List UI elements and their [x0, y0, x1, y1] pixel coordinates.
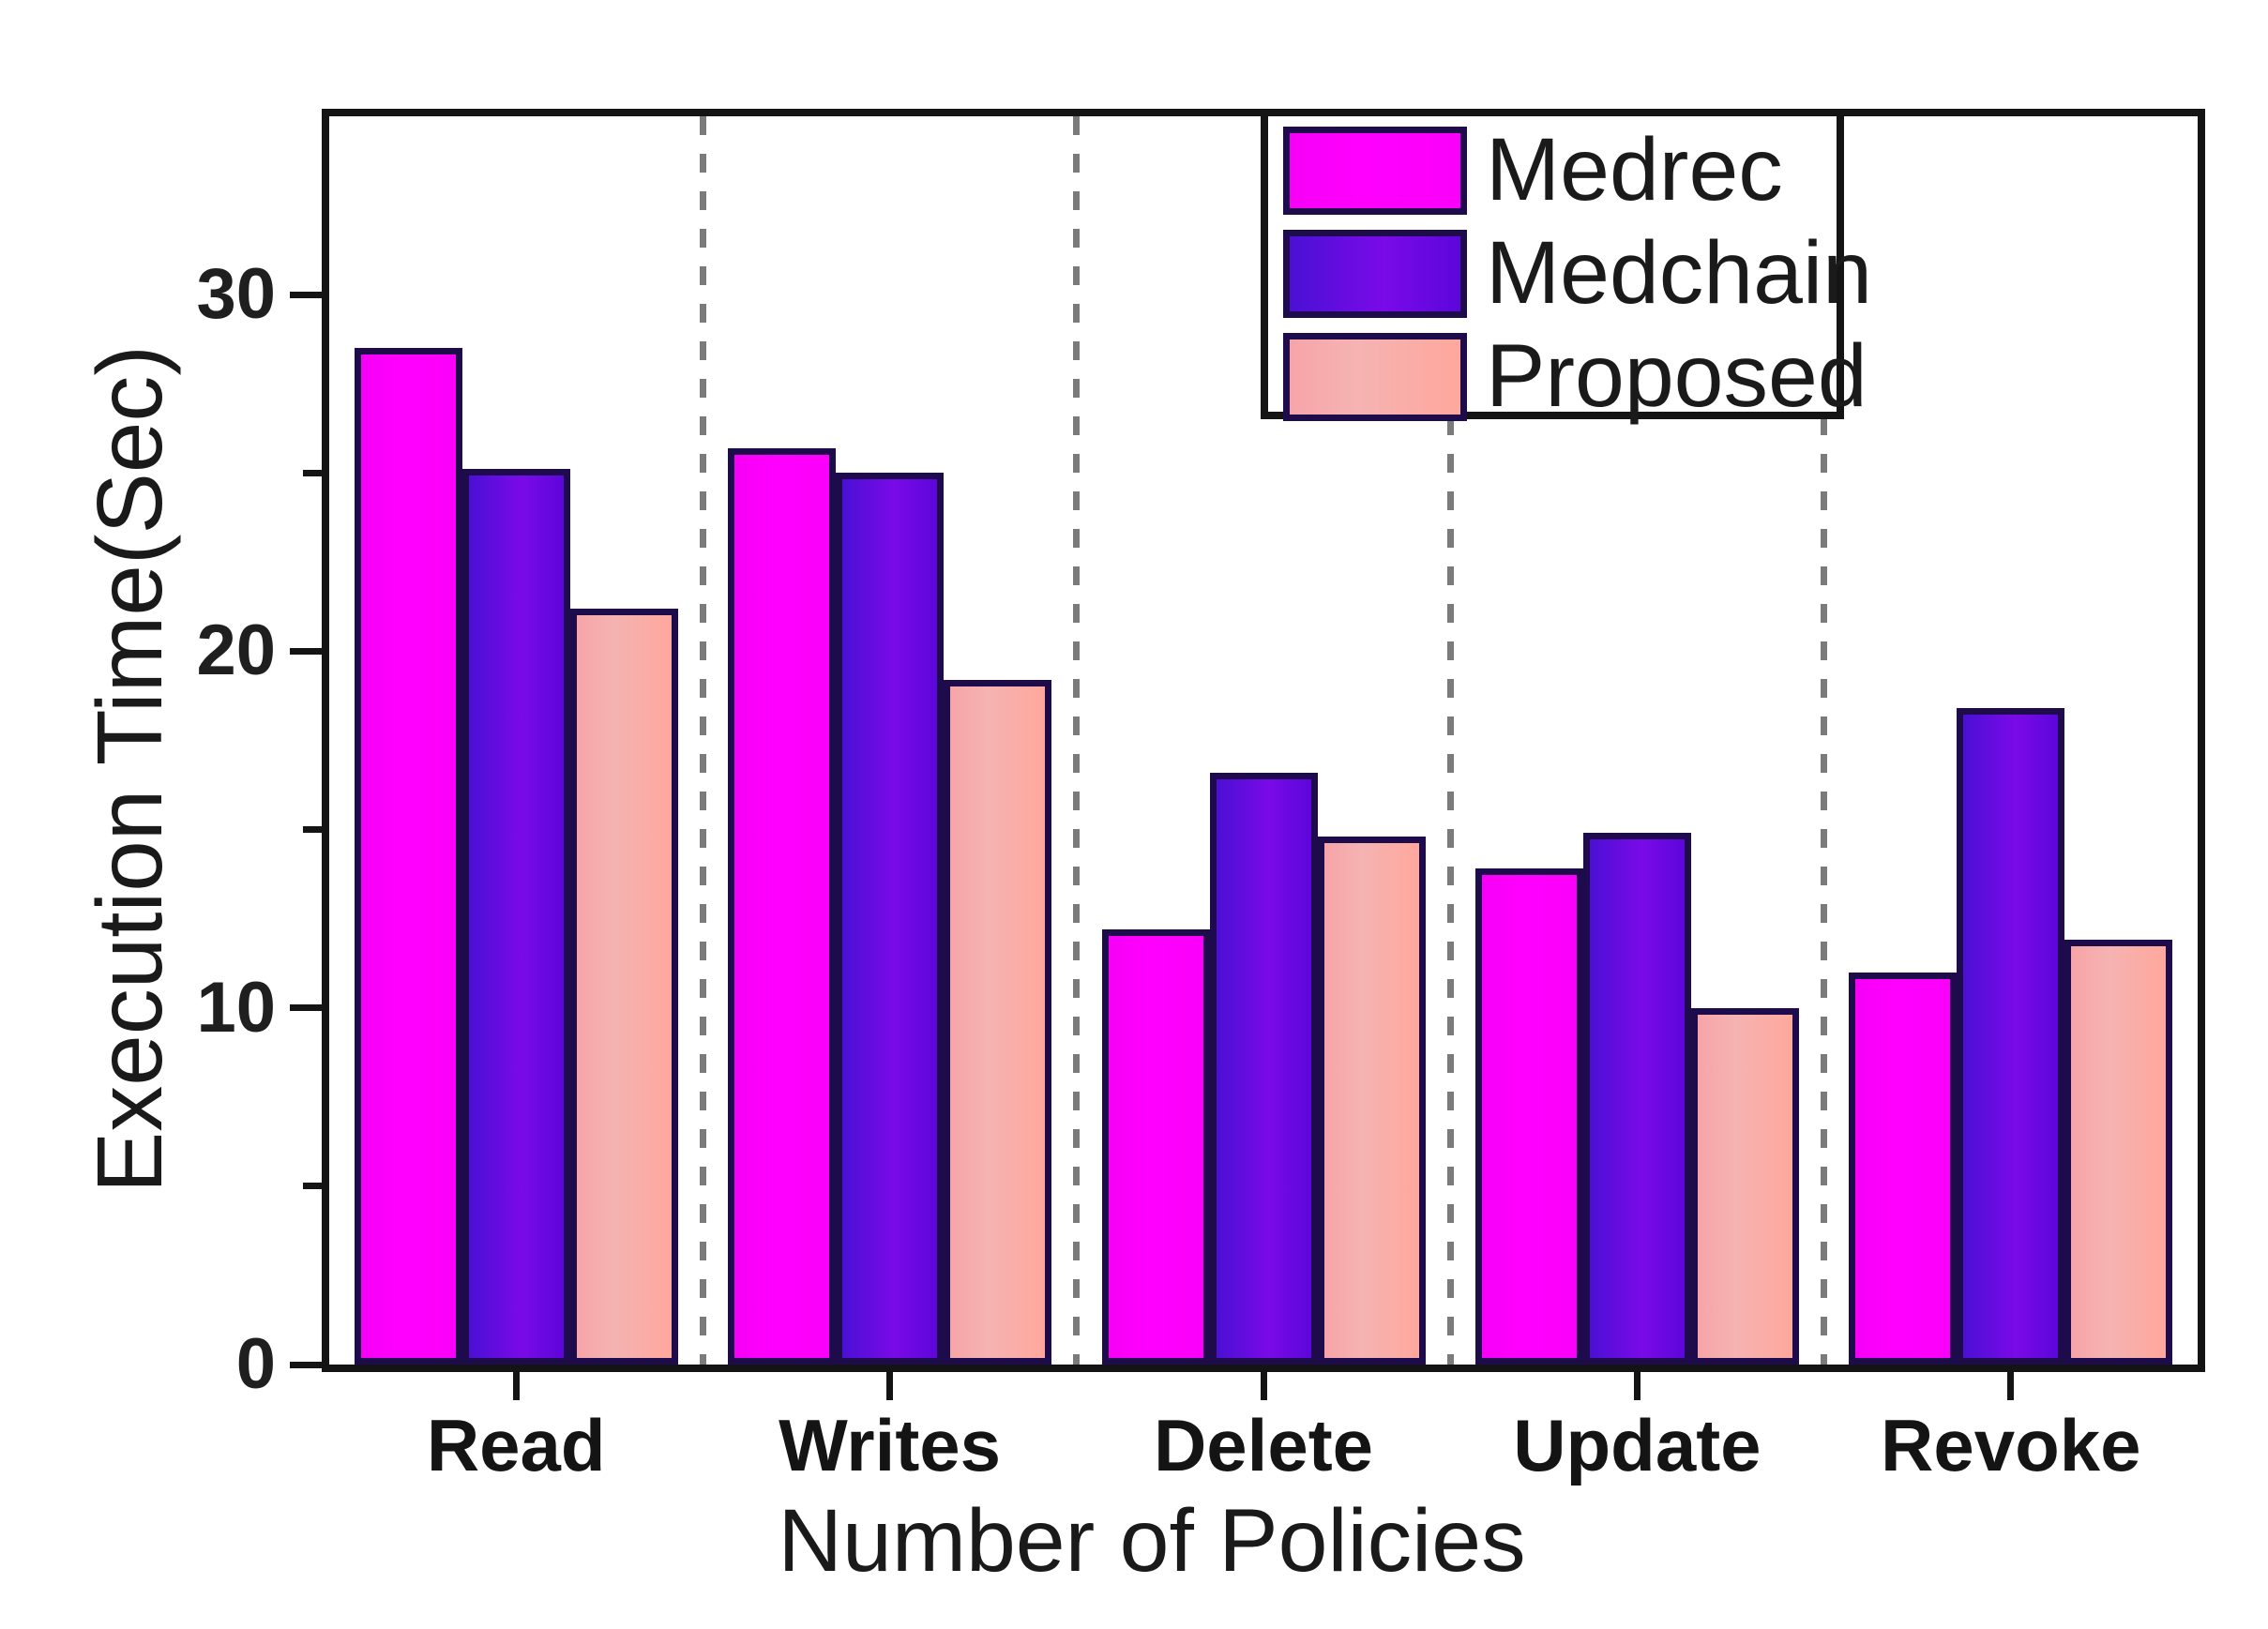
legend-swatch-medchain	[1283, 230, 1467, 318]
bar-delete-medrec	[1101, 929, 1210, 1365]
bar-update-proposed	[1690, 1008, 1799, 1365]
y-minor-tick-25	[303, 469, 322, 476]
bar-update-medchain	[1582, 833, 1691, 1365]
legend-row-proposed: Proposed	[1268, 329, 1867, 423]
legend-label-medrec: Medrec	[1486, 120, 1783, 219]
bar-read-proposed	[569, 609, 678, 1365]
bar-writes-medchain	[836, 473, 945, 1365]
group-separator-line	[1073, 116, 1081, 1365]
bar-revoke-medchain	[1957, 708, 2065, 1365]
x-tick-update	[1633, 1372, 1641, 1400]
y-major-tick-30	[290, 291, 322, 298]
legend-label-proposed: Proposed	[1486, 326, 1867, 426]
bar-revoke-medrec	[1849, 973, 1958, 1365]
bar-read-medchain	[461, 469, 570, 1365]
legend-row-medrec: Medrec	[1268, 123, 1837, 217]
group-separator-line	[1446, 116, 1454, 1365]
bar-read-medrec	[354, 348, 462, 1365]
bar-delete-proposed	[1317, 837, 1426, 1365]
y-tick-label-0: 0	[235, 1324, 276, 1404]
x-category-label-delete: Delete	[1153, 1404, 1374, 1486]
y-tick-label-20: 20	[196, 611, 276, 691]
x-tick-read	[512, 1372, 520, 1400]
x-category-label-writes: Writes	[779, 1404, 1002, 1486]
group-separator-line	[699, 116, 706, 1365]
y-axis-title: Execution Time(Sec)	[78, 344, 181, 1194]
bar-update-medrec	[1474, 868, 1583, 1365]
legend-swatch-medrec	[1283, 127, 1467, 215]
bar-writes-medrec	[728, 448, 837, 1365]
bar-writes-proposed	[944, 680, 1052, 1365]
y-minor-tick-15	[303, 826, 322, 834]
x-category-label-read: Read	[426, 1404, 606, 1486]
legend-box: Medrec Medchain Proposed	[1261, 109, 1872, 423]
x-tick-delete	[1260, 1372, 1267, 1400]
x-axis-title: Number of Policies	[778, 1491, 1526, 1591]
x-tick-writes	[886, 1372, 894, 1400]
x-category-label-revoke: Revoke	[1881, 1404, 2141, 1486]
y-major-tick-0	[290, 1361, 322, 1368]
x-tick-revoke	[2007, 1372, 2015, 1400]
y-tick-label-30: 30	[196, 254, 276, 335]
y-major-tick-10	[290, 1004, 322, 1012]
legend-swatch-proposed	[1283, 333, 1467, 421]
x-category-label-update: Update	[1513, 1404, 1761, 1486]
bar-delete-medchain	[1209, 773, 1318, 1365]
legend-row-medchain: Medchain	[1268, 226, 1872, 320]
legend-label-medchain: Medchain	[1486, 223, 1872, 323]
y-minor-tick-5	[303, 1183, 322, 1190]
y-tick-label-10: 10	[196, 967, 276, 1048]
y-major-tick-20	[290, 647, 322, 655]
group-separator-line	[1821, 116, 1828, 1365]
bar-revoke-proposed	[2064, 940, 2173, 1365]
